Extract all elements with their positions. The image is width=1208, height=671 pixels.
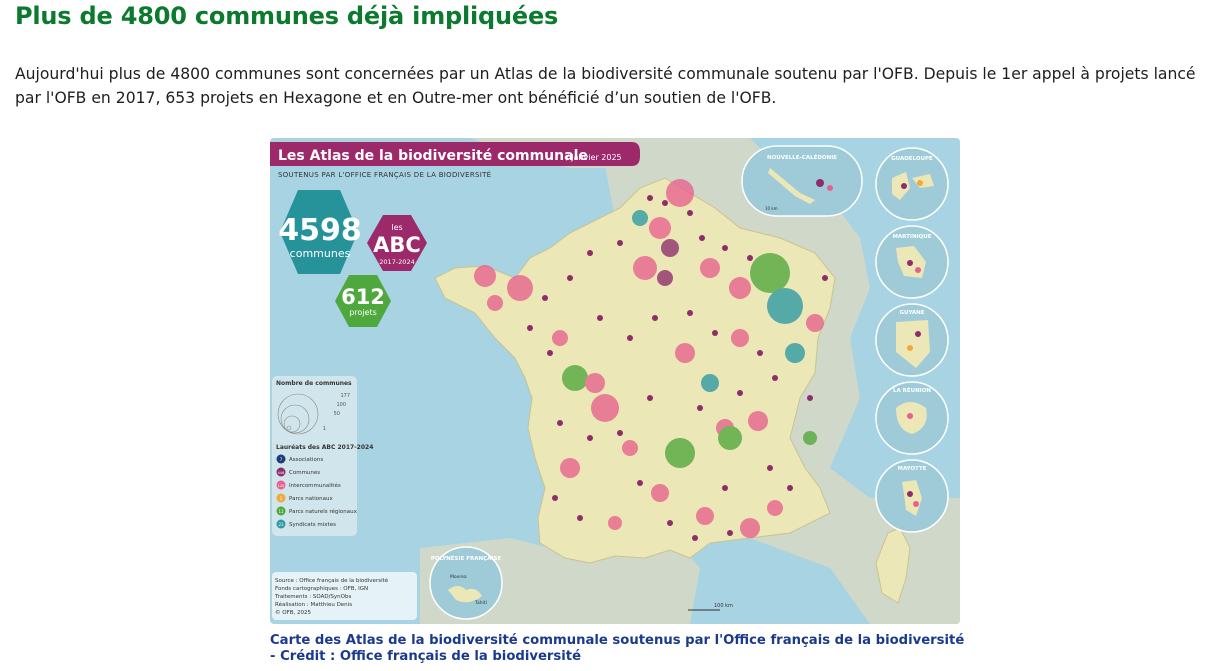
inset-mayotte: MAYOTTE bbox=[875, 459, 949, 533]
map-legend: Nombre de communes 177 100 50 1 Lauréats… bbox=[272, 376, 373, 536]
legend-laureats-title: Lauréats des ABC 2017-2024 bbox=[276, 444, 373, 451]
svg-text:23: 23 bbox=[278, 522, 284, 527]
svg-text:MARTINIQUE: MARTINIQUE bbox=[892, 234, 931, 240]
hex-projets: 612 projets bbox=[335, 275, 391, 327]
svg-text:100 km: 100 km bbox=[714, 603, 733, 609]
page-heading: Plus de 4800 communes déjà impliquées bbox=[15, 2, 559, 30]
legend-item-communes: 446 Communes bbox=[276, 467, 320, 477]
legend-size-50: 50 bbox=[334, 411, 340, 417]
legend-item-parcs-naturels: 11 Parcs naturels régionaux bbox=[276, 506, 358, 516]
svg-text:5: 5 bbox=[280, 496, 283, 501]
corsica bbox=[875, 527, 911, 604]
map-caption: Carte des Atlas de la biodiversité commu… bbox=[270, 633, 965, 664]
stat-communes-value: 4598 bbox=[278, 213, 362, 248]
svg-text:Associations: Associations bbox=[289, 457, 323, 463]
map-subtitle: SOUTENUS PAR L'OFFICE FRANÇAIS DE LA BIO… bbox=[278, 170, 491, 179]
abc-dots bbox=[527, 195, 828, 541]
inset-nouvelle-caledonie: NOUVELLE-CALÉDONIE 10 km bbox=[741, 145, 863, 217]
legend-size-1: 1 bbox=[323, 426, 326, 432]
stat-abc-big: ABC bbox=[373, 233, 421, 257]
svg-text:POLYNÉSIE FRANÇAISE: POLYNÉSIE FRANÇAISE bbox=[431, 554, 502, 562]
hex-communes: 4598 communes bbox=[278, 190, 362, 274]
inset-martinique: MARTINIQUE bbox=[875, 225, 949, 299]
map-scale: 100 km bbox=[688, 603, 733, 611]
stat-communes-label: communes bbox=[290, 247, 351, 260]
svg-text:Syndicats mixtes: Syndicats mixtes bbox=[289, 522, 336, 528]
intro-paragraph: Aujourd'hui plus de 4800 communes sont c… bbox=[15, 65, 1196, 107]
stat-projets-label: projets bbox=[349, 308, 377, 317]
map-sources: Source : Office français de la biodivers… bbox=[272, 572, 417, 620]
stat-projets-value: 612 bbox=[341, 285, 385, 309]
legend-item-associations: 7 Associations bbox=[276, 454, 323, 464]
svg-text:LA RÉUNION: LA RÉUNION bbox=[893, 386, 931, 394]
inset-reunion: LA RÉUNION bbox=[875, 381, 949, 455]
svg-text:10 km: 10 km bbox=[765, 206, 778, 211]
map-title: Les Atlas de la biodiversité communale bbox=[278, 148, 588, 164]
svg-text:446: 446 bbox=[278, 471, 285, 475]
map-title-band bbox=[270, 142, 640, 166]
svg-text:© OFB, 2025: © OFB, 2025 bbox=[275, 609, 312, 616]
svg-text:GUADELOUPE: GUADELOUPE bbox=[891, 156, 933, 162]
stat-abc-small: les bbox=[391, 223, 402, 232]
stat-abc-years: 2017-2024 bbox=[379, 258, 414, 266]
legend-size-100: 100 bbox=[336, 402, 346, 408]
svg-text:Tahiti: Tahiti bbox=[474, 600, 487, 606]
svg-text:Intercommunalités: Intercommunalités bbox=[289, 482, 341, 489]
inset-guyane: GUYANE bbox=[875, 303, 949, 377]
svg-text:GUYANE: GUYANE bbox=[899, 310, 924, 316]
svg-text:Source : Office français de la: Source : Office français de la biodivers… bbox=[275, 577, 389, 584]
svg-text:Parcs nationaux: Parcs nationaux bbox=[289, 496, 333, 502]
svg-text:MAYOTTE: MAYOTTE bbox=[897, 466, 926, 472]
legend-item-syndicats: 23 Syndicats mixtes bbox=[276, 519, 336, 529]
svg-text:7: 7 bbox=[280, 457, 283, 462]
svg-text:11: 11 bbox=[278, 509, 284, 514]
legend-size-177: 177 bbox=[340, 393, 350, 399]
legend-item-intercommunalites: 120 Intercommunalités bbox=[276, 480, 341, 490]
svg-text:Traitements : SOAD/SynObs: Traitements : SOAD/SynObs bbox=[274, 594, 351, 600]
svg-text:Parcs naturels régionaux: Parcs naturels régionaux bbox=[289, 508, 358, 515]
abc-bubbles bbox=[474, 179, 824, 538]
abc-map-image: Les Atlas de la biodiversité communale /… bbox=[270, 138, 960, 624]
svg-text:Moorea: Moorea bbox=[450, 574, 467, 580]
legend-size-title: Nombre de communes bbox=[276, 380, 352, 387]
map-date: / Janvier 2025 bbox=[566, 153, 622, 162]
legend-item-parcs-nationaux: 5 Parcs nationaux bbox=[276, 493, 333, 503]
inset-guadeloupe: GUADELOUPE bbox=[875, 147, 949, 221]
svg-text:NOUVELLE-CALÉDONIE: NOUVELLE-CALÉDONIE bbox=[767, 153, 837, 161]
svg-text:Communes: Communes bbox=[289, 470, 320, 476]
inset-polynesie: POLYNÉSIE FRANÇAISE Moorea Tahiti bbox=[429, 546, 503, 620]
svg-text:Fonds cartographiques : OFB, I: Fonds cartographiques : OFB, IGN bbox=[275, 586, 368, 592]
svg-text:Réalisation : Matthieu Denis: Réalisation : Matthieu Denis bbox=[275, 601, 352, 608]
svg-text:120: 120 bbox=[278, 484, 285, 488]
hex-abc: les ABC 2017-2024 bbox=[367, 215, 427, 271]
